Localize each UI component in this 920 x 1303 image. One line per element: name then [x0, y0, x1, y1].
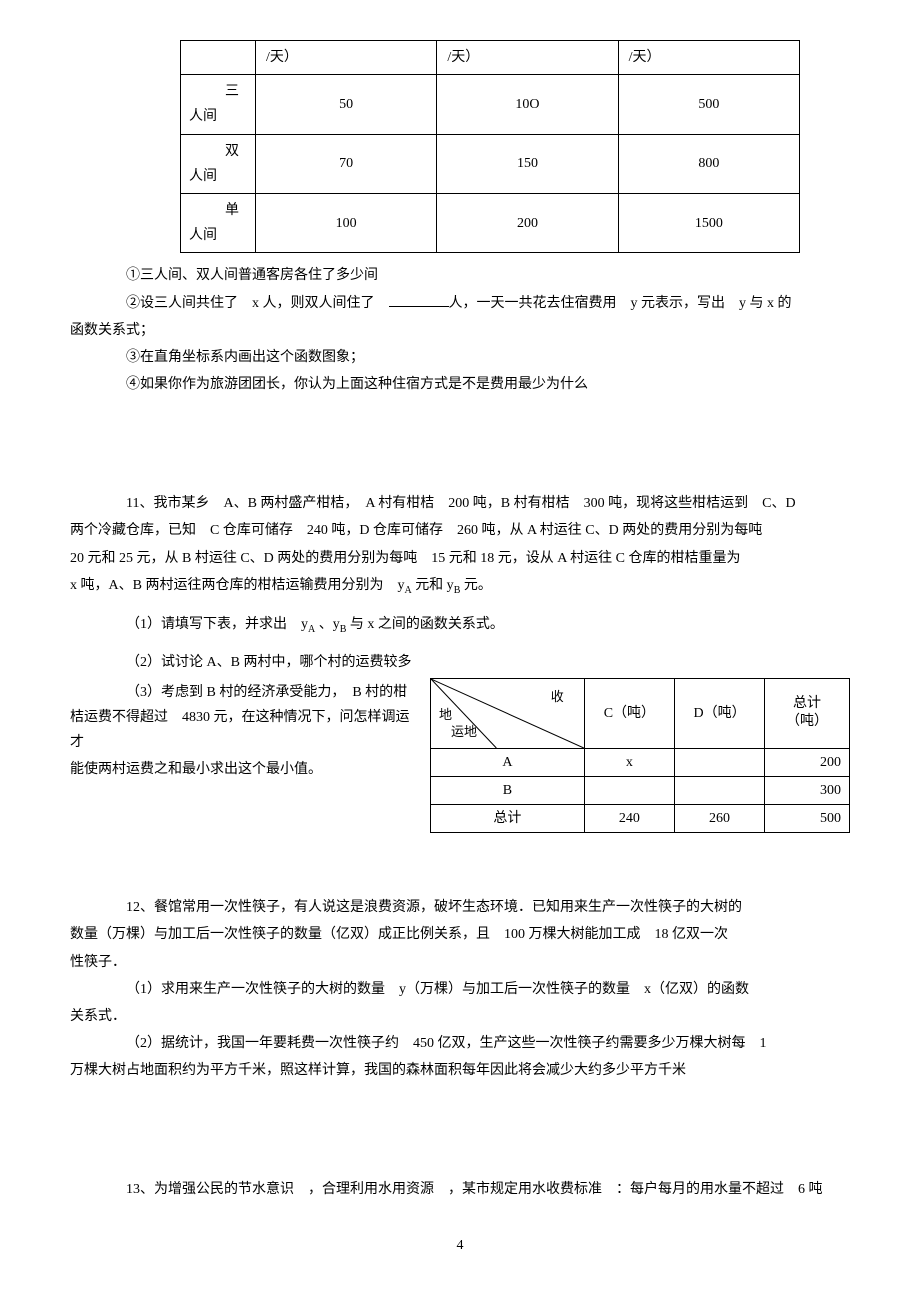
table-row: B 300 [431, 776, 850, 804]
cell: 800 [618, 134, 799, 193]
ship-h4: 总计（吨） [765, 678, 850, 748]
q10-line3: ③在直角坐标系内画出这个函数图象； [70, 345, 850, 370]
q10-line2: ②设三人间共住了 x 人，则双人间住了 人，一天一共花去住宿费用 y 元表示，写… [70, 291, 850, 316]
q12-sub1b: 关系式． [70, 1004, 850, 1029]
table-row: A x 200 [431, 748, 850, 776]
cell: 1500 [618, 193, 799, 252]
cell: 70 [256, 134, 437, 193]
cell: 200 [765, 748, 850, 776]
diag-top-label: 收 [551, 685, 564, 708]
cell [674, 748, 764, 776]
room-label: 三 人间 [181, 75, 256, 134]
cell: 总计 [431, 804, 585, 832]
room-header-3: /天） [618, 41, 799, 75]
q12-line3: 性筷子． [70, 950, 850, 975]
cell [674, 776, 764, 804]
page-number: 4 [70, 1233, 850, 1258]
cell: B [431, 776, 585, 804]
q12-sub2b: 万棵大树占地面积约为平方千米，照这样计算，我国的森林面积每年因此将会减少大约多少… [70, 1058, 850, 1083]
cell: 50 [256, 75, 437, 134]
cell: 300 [765, 776, 850, 804]
cell [584, 776, 674, 804]
cell: 500 [618, 75, 799, 134]
cell: 100 [256, 193, 437, 252]
ship-h3: D（吨） [674, 678, 764, 748]
q11-line3: 20 元和 25 元，从 B 村运往 C、D 两处的费用分别为每吨 15 元和 … [70, 546, 850, 571]
q12-line1: 12、餐馆常用一次性筷子，有人说这是浪费资源，破坏生态环境．已知用来生产一次性筷… [70, 895, 850, 920]
table-row: 总计 240 260 500 [431, 804, 850, 832]
q11-title: 11、我市某乡 A、B 两村盛产柑桔， A 村有柑桔 200 吨，B 村有柑桔 … [70, 491, 850, 516]
diag-header-cell: 收 地 运地 [431, 678, 585, 748]
room-header-blank [181, 41, 256, 75]
cell: A [431, 748, 585, 776]
table-row: 单 人间 100 200 1500 [181, 193, 800, 252]
shipping-table: 收 地 运地 C（吨） D（吨） 总计（吨） A x 200 B 300 [430, 678, 850, 834]
cell: 260 [674, 804, 764, 832]
q11-sub2: （2）试讨论 A、B 两村中，哪个村的运费较多 [70, 650, 850, 675]
q11-sub1: （1）请填写下表，并求出 yA 、yB 与 x 之间的函数关系式。 [70, 612, 850, 639]
room-header-1: /天） [256, 41, 437, 75]
q12-line2: 数量（万棵）与加工后一次性筷子的数量（亿双）成正比例关系，且 100 万棵大树能… [70, 922, 850, 947]
cell: x [584, 748, 674, 776]
q13-line1: 13、为增强公民的节水意识 ，合理利用水用资源 ，某市规定用水收费标准 ：每户每… [70, 1177, 850, 1202]
blank-fill [389, 293, 449, 307]
cell: 500 [765, 804, 850, 832]
q10-line2c: 函数关系式； [70, 318, 850, 343]
room-header-2: /天） [437, 41, 618, 75]
room-label: 双 人间 [181, 134, 256, 193]
room-pricing-table: /天） /天） /天） 三 人间 50 10O 500 双 人间 70 150 … [180, 40, 800, 253]
q12-sub2: （2）据统计，我国一年要耗费一次性筷子约 450 亿双，生产这些一次性筷子约需要… [70, 1031, 850, 1056]
table-row: 双 人间 70 150 800 [181, 134, 800, 193]
cell: 10O [437, 75, 618, 134]
diag-bottom-label: 运地 [451, 720, 477, 743]
table-row: 三 人间 50 10O 500 [181, 75, 800, 134]
q11-line4: x 吨，A、B 两村运往两仓库的柑桔运输费用分别为 yA 元和 yB 元。 [70, 573, 850, 600]
cell: 150 [437, 134, 618, 193]
q11-line2: 两个冷藏仓库，已知 C 仓库可储存 240 吨，D 仓库可储存 260 吨，从 … [70, 518, 850, 543]
cell: 240 [584, 804, 674, 832]
q12-sub1: （1）求用来生产一次性筷子的大树的数量 y（万棵）与加工后一次性筷子的数量 x（… [70, 977, 850, 1002]
room-label: 单 人间 [181, 193, 256, 252]
q10-line1: ①三人间、双人间普通客房各住了多少间 [70, 263, 850, 288]
q10-line4: ④如果你作为旅游团团长，你认为上面这种住宿方式是不是费用最少为什么 [70, 372, 850, 397]
ship-h2: C（吨） [584, 678, 674, 748]
cell: 200 [437, 193, 618, 252]
